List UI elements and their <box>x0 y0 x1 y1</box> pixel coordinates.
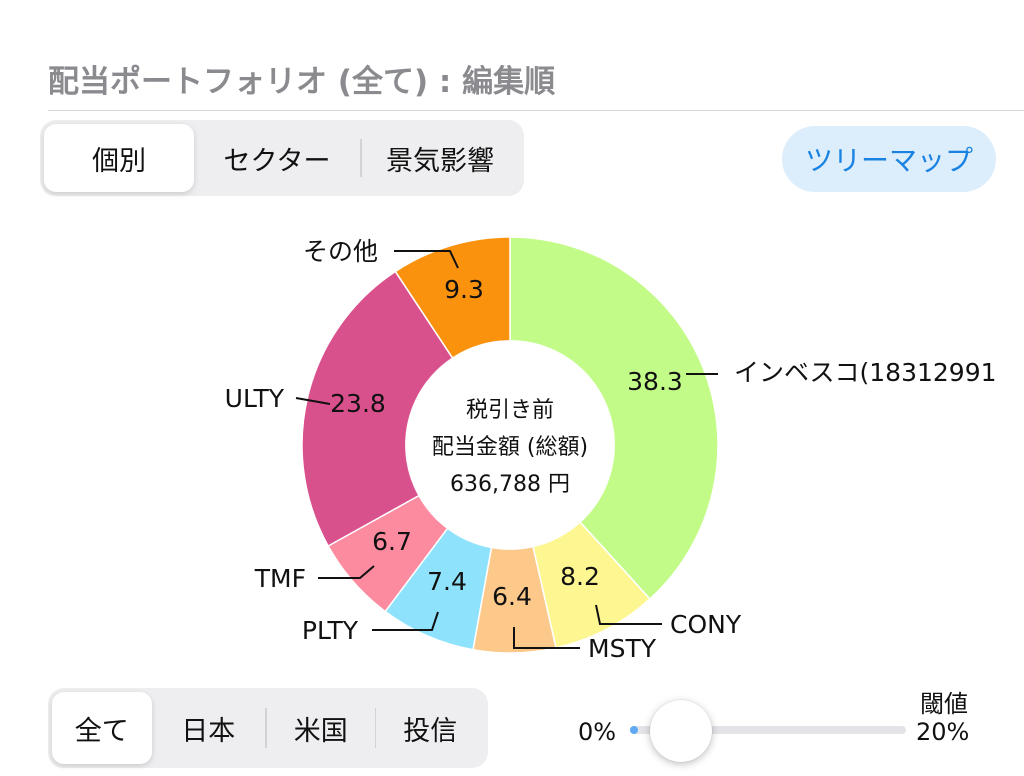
donut-center-text: 配当金額 (総額) <box>432 435 588 460</box>
market-segmented-control: 全て 日本 米国 投信 <box>48 688 488 768</box>
donut-chart: 38.3 インベスコ(18312991 8.2 CONY 6.4 MSTY 7.4 PLTY 6… <box>225 236 997 663</box>
title-divider <box>48 110 1024 111</box>
donut-center-text: 636,788 円 <box>450 472 570 497</box>
slice-value-label: 38.3 <box>627 367 683 396</box>
slice-value-label: 9.3 <box>444 275 484 304</box>
threshold-label: 閾値 <box>920 690 968 718</box>
slice-name-label: CONY <box>670 610 742 639</box>
leader-line <box>595 604 662 625</box>
leader-line <box>318 565 375 579</box>
treemap-button[interactable]: ツリーマップ <box>782 126 996 192</box>
slice-value-label: 6.4 <box>492 582 532 611</box>
slice-name-label: ULTY <box>225 384 285 413</box>
segment-separator <box>265 707 267 749</box>
leader-line <box>394 250 459 269</box>
leader-line <box>372 611 439 631</box>
view-segmented-control: 個別 セクター 景気影響 <box>40 120 524 196</box>
slice-value-label: 6.7 <box>372 527 412 556</box>
segment-separator <box>374 707 377 749</box>
tab-japan[interactable]: 日本 <box>181 715 236 747</box>
slice-name-label: インベスコ(18312991 <box>734 358 997 387</box>
threshold-min-label: 0% <box>578 718 617 746</box>
threshold-slider-handle[interactable] <box>650 700 712 762</box>
threshold-slider-fill <box>630 726 638 734</box>
slice-value-label: 23.8 <box>330 389 386 418</box>
slice-name-label: TMF <box>254 564 306 593</box>
threshold-slider-track[interactable] <box>630 726 906 734</box>
tab-economic-impact[interactable]: 景気影響 <box>386 145 494 177</box>
donut-center-text: 税引き前 <box>466 398 554 423</box>
slice-name-label: PLTY <box>302 616 359 645</box>
tab-funds[interactable]: 投信 <box>403 715 458 747</box>
slice-value-label: 7.4 <box>427 567 467 596</box>
donut-inner-ring <box>405 340 615 550</box>
threshold-max-label: 20% <box>916 718 970 746</box>
leader-line <box>295 397 331 405</box>
page-title: 配当ポートフォリオ (全て) : 編集順 <box>48 64 556 100</box>
slice-name-label: MSTY <box>588 634 657 663</box>
leader-line <box>513 627 580 649</box>
tab-individual[interactable]: 個別 <box>44 124 194 192</box>
segment-separator <box>360 138 362 178</box>
slice-name-label: その他 <box>303 237 378 266</box>
slice-value-label: 8.2 <box>560 562 600 591</box>
tab-us[interactable]: 米国 <box>293 715 348 747</box>
tab-sector[interactable]: セクター <box>223 145 331 177</box>
tab-all[interactable]: 全て <box>52 692 152 764</box>
